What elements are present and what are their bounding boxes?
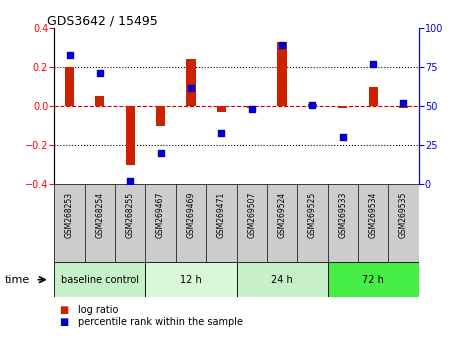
Bar: [247, 106, 256, 108]
Text: GDS3642 / 15495: GDS3642 / 15495: [47, 14, 158, 27]
Text: GSM269533: GSM269533: [338, 192, 347, 238]
Text: percentile rank within the sample: percentile rank within the sample: [78, 317, 243, 327]
Bar: [278, 42, 287, 106]
Point: [308, 102, 316, 108]
Text: GSM269525: GSM269525: [308, 192, 317, 238]
Text: GSM269471: GSM269471: [217, 192, 226, 238]
Text: 72 h: 72 h: [362, 275, 384, 285]
Bar: [65, 67, 74, 106]
Point: [400, 100, 407, 106]
Bar: [54, 262, 146, 297]
Text: 12 h: 12 h: [180, 275, 202, 285]
Bar: [186, 59, 195, 106]
Point: [248, 107, 255, 112]
Point: [157, 150, 165, 156]
Bar: [368, 87, 377, 106]
Bar: [96, 97, 105, 106]
Bar: [236, 262, 327, 297]
Bar: [399, 106, 408, 108]
Bar: [308, 104, 317, 106]
Text: GSM268254: GSM268254: [96, 192, 105, 238]
Bar: [126, 106, 135, 165]
Text: 24 h: 24 h: [271, 275, 293, 285]
Bar: [327, 262, 419, 297]
Text: ■: ■: [59, 305, 69, 315]
Point: [278, 42, 286, 48]
Point: [369, 61, 377, 67]
Bar: [217, 106, 226, 112]
Text: GSM269467: GSM269467: [156, 192, 165, 238]
Point: [218, 130, 225, 136]
Text: log ratio: log ratio: [78, 305, 118, 315]
Bar: [338, 106, 347, 108]
Text: ■: ■: [59, 317, 69, 327]
Point: [339, 135, 347, 140]
Text: GSM269524: GSM269524: [278, 192, 287, 238]
Text: GSM268255: GSM268255: [126, 192, 135, 238]
Bar: [145, 262, 236, 297]
Bar: [156, 106, 165, 126]
Text: baseline control: baseline control: [61, 275, 139, 285]
Text: GSM268253: GSM268253: [65, 192, 74, 238]
Text: GSM269469: GSM269469: [186, 192, 195, 238]
Point: [96, 71, 104, 76]
Point: [187, 85, 195, 90]
Point: [126, 178, 134, 184]
Point: [66, 52, 73, 58]
Text: GSM269534: GSM269534: [368, 192, 377, 238]
Text: time: time: [5, 275, 30, 285]
Text: GSM269507: GSM269507: [247, 192, 256, 238]
Text: GSM269535: GSM269535: [399, 192, 408, 238]
